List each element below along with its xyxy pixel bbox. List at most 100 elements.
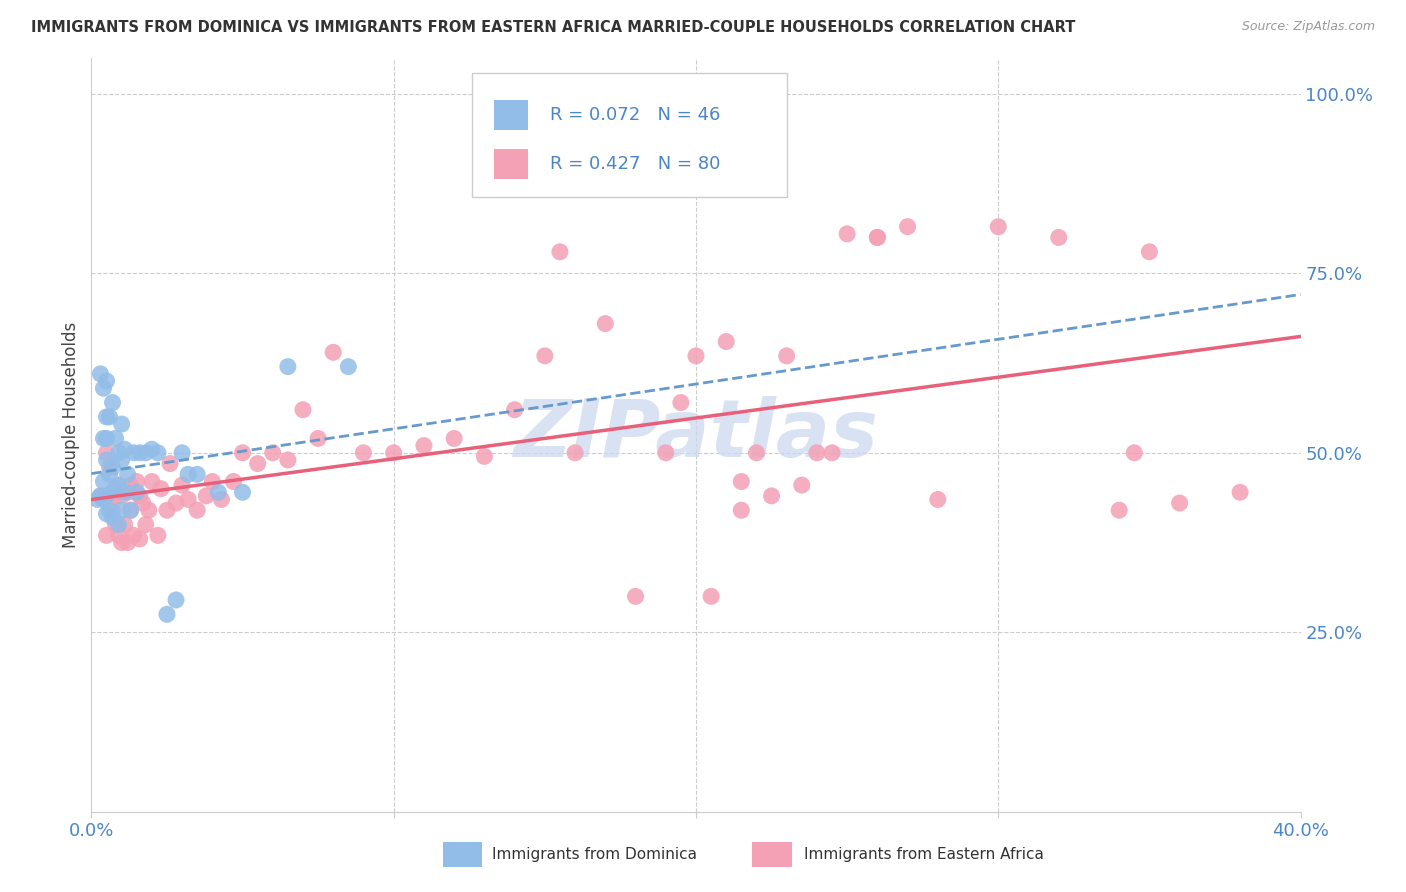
Point bbox=[352, 446, 374, 460]
Point bbox=[96, 507, 118, 521]
Point bbox=[443, 432, 465, 446]
Text: Source: ZipAtlas.com: Source: ZipAtlas.com bbox=[1241, 20, 1375, 33]
Point bbox=[548, 244, 571, 259]
Point bbox=[209, 492, 232, 507]
Point bbox=[111, 417, 132, 431]
Point bbox=[897, 219, 920, 234]
Point bbox=[165, 593, 187, 607]
Text: Immigrants from Eastern Africa: Immigrants from Eastern Africa bbox=[804, 847, 1045, 862]
Point bbox=[96, 374, 118, 388]
Point bbox=[107, 478, 129, 492]
Point bbox=[472, 450, 495, 464]
Point bbox=[107, 528, 129, 542]
Point bbox=[987, 219, 1010, 234]
Point bbox=[101, 460, 124, 475]
Point bbox=[117, 535, 139, 549]
Point bbox=[96, 453, 118, 467]
Point bbox=[595, 317, 617, 331]
Point bbox=[93, 492, 115, 507]
Point bbox=[322, 345, 344, 359]
Point bbox=[96, 528, 118, 542]
Point bbox=[156, 503, 179, 517]
Text: R = 0.072   N = 46: R = 0.072 N = 46 bbox=[550, 106, 720, 124]
Point bbox=[177, 492, 200, 507]
Point bbox=[503, 402, 526, 417]
Point bbox=[114, 517, 136, 532]
Point bbox=[96, 409, 118, 424]
Point bbox=[1123, 446, 1146, 460]
Point bbox=[207, 485, 229, 500]
Y-axis label: Married-couple Households: Married-couple Households bbox=[62, 322, 80, 548]
Point bbox=[101, 485, 124, 500]
Point bbox=[125, 485, 148, 500]
Point bbox=[117, 467, 139, 482]
Point bbox=[186, 467, 208, 482]
Point bbox=[111, 503, 132, 517]
Point bbox=[1168, 496, 1191, 510]
Point bbox=[835, 227, 858, 241]
Text: ZIPatlas: ZIPatlas bbox=[513, 396, 879, 474]
Point bbox=[111, 489, 132, 503]
Point bbox=[86, 492, 108, 507]
Point bbox=[89, 489, 111, 503]
Point bbox=[231, 446, 253, 460]
Point bbox=[125, 475, 148, 489]
Point bbox=[730, 475, 752, 489]
Point bbox=[96, 489, 118, 503]
Point bbox=[111, 535, 132, 549]
Point bbox=[172, 446, 194, 460]
Point bbox=[146, 446, 169, 460]
Point bbox=[149, 482, 172, 496]
Point bbox=[177, 467, 200, 482]
Text: IMMIGRANTS FROM DOMINICA VS IMMIGRANTS FROM EASTERN AFRICA MARRIED-COUPLE HOUSEH: IMMIGRANTS FROM DOMINICA VS IMMIGRANTS F… bbox=[31, 20, 1076, 35]
Point bbox=[730, 503, 752, 517]
Point bbox=[128, 532, 150, 546]
Point bbox=[761, 489, 783, 503]
Point bbox=[292, 402, 315, 417]
Point bbox=[277, 453, 299, 467]
Point bbox=[141, 442, 163, 457]
Point bbox=[98, 503, 121, 517]
Point bbox=[107, 446, 129, 460]
Point bbox=[122, 446, 145, 460]
Point bbox=[93, 381, 115, 395]
Point bbox=[382, 446, 405, 460]
Point bbox=[104, 482, 127, 496]
Point bbox=[806, 446, 828, 460]
Point bbox=[1047, 230, 1070, 244]
Point bbox=[120, 503, 142, 517]
Point bbox=[101, 503, 124, 517]
Point bbox=[700, 590, 723, 604]
Point bbox=[122, 528, 145, 542]
Point bbox=[138, 503, 160, 517]
Point bbox=[231, 485, 253, 500]
Point bbox=[866, 230, 889, 244]
Point bbox=[821, 446, 844, 460]
Point bbox=[624, 590, 647, 604]
Point bbox=[104, 432, 127, 446]
Point bbox=[195, 489, 218, 503]
Point bbox=[93, 432, 115, 446]
Point bbox=[141, 475, 163, 489]
Point bbox=[117, 485, 139, 500]
Point bbox=[222, 475, 245, 489]
Text: Immigrants from Dominica: Immigrants from Dominica bbox=[492, 847, 697, 862]
Point bbox=[107, 517, 129, 532]
Point bbox=[246, 457, 269, 471]
Point bbox=[120, 478, 142, 492]
Point bbox=[96, 432, 118, 446]
Point bbox=[1108, 503, 1130, 517]
Point bbox=[120, 503, 142, 517]
Point bbox=[114, 442, 136, 457]
Point bbox=[533, 349, 555, 363]
Point bbox=[93, 475, 115, 489]
Text: R = 0.427   N = 80: R = 0.427 N = 80 bbox=[550, 155, 720, 173]
Point bbox=[128, 489, 150, 503]
Point bbox=[1229, 485, 1251, 500]
FancyBboxPatch shape bbox=[494, 149, 527, 178]
Point bbox=[135, 517, 157, 532]
FancyBboxPatch shape bbox=[494, 100, 527, 129]
Point bbox=[1139, 244, 1161, 259]
Point bbox=[146, 528, 169, 542]
Point bbox=[201, 475, 224, 489]
